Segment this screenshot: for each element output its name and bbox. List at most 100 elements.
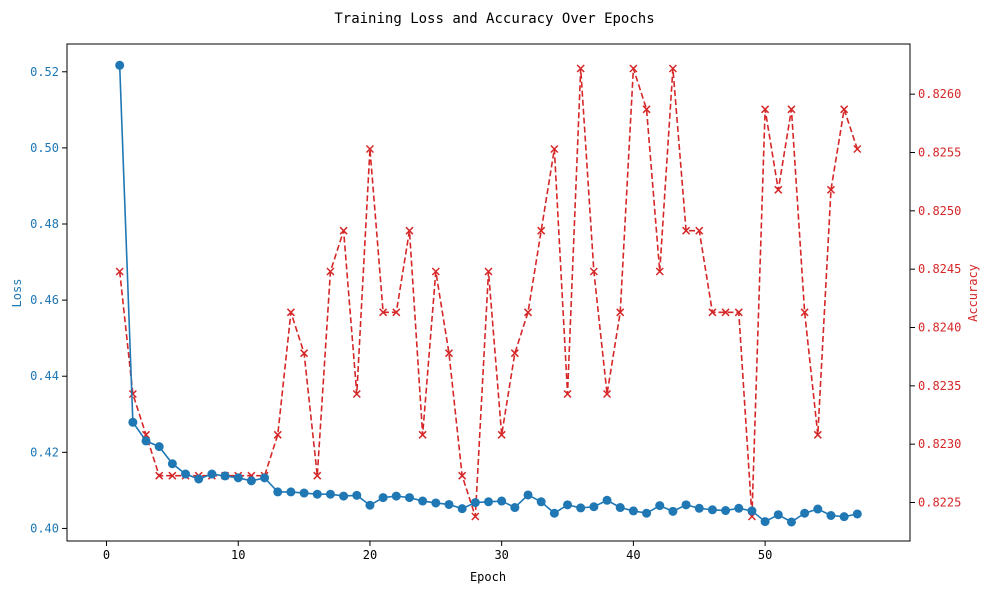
loss-point bbox=[128, 417, 138, 427]
accuracy-point bbox=[761, 105, 770, 114]
left-tick-label: 0.46 bbox=[30, 293, 59, 307]
x-tick-label: 10 bbox=[231, 548, 245, 562]
loss-point bbox=[470, 498, 480, 508]
loss-point bbox=[352, 490, 362, 500]
loss-point bbox=[773, 510, 783, 520]
right-tick-label: 0.8250 bbox=[918, 204, 961, 218]
right-tick-label: 0.8260 bbox=[918, 87, 961, 101]
loss-point bbox=[549, 508, 559, 518]
loss-point bbox=[747, 506, 757, 516]
left-y-axis: 0.40 0.42 0.44 0.46 0.48 0.50 0.52 bbox=[30, 65, 67, 535]
loss-point bbox=[642, 508, 652, 518]
right-y-axis: 0.8225 0.8230 0.8235 0.8240 0.8245 0.8250 0.82… bbox=[910, 87, 961, 510]
loss-point bbox=[536, 497, 546, 507]
loss-point bbox=[207, 469, 217, 479]
loss-point bbox=[826, 511, 836, 521]
loss-series bbox=[115, 60, 862, 527]
right-tick-label: 0.8245 bbox=[918, 262, 961, 276]
accuracy-point bbox=[431, 267, 440, 276]
loss-point bbox=[668, 506, 678, 516]
loss-point bbox=[497, 496, 507, 506]
accuracy-point bbox=[300, 349, 309, 358]
accuracy-point bbox=[313, 471, 322, 480]
right-tick-label: 0.8240 bbox=[918, 321, 961, 335]
accuracy-point bbox=[853, 144, 862, 154]
loss-point bbox=[194, 474, 204, 484]
loss-point bbox=[312, 489, 322, 499]
accuracy-point bbox=[444, 349, 454, 358]
loss-point bbox=[589, 502, 599, 512]
accuracy-point bbox=[721, 308, 730, 317]
accuracy-point bbox=[418, 430, 427, 439]
left-tick-label: 0.42 bbox=[30, 445, 59, 459]
loss-point bbox=[220, 471, 230, 481]
loss-point bbox=[457, 504, 467, 514]
loss-point bbox=[325, 489, 335, 499]
loss-point bbox=[115, 60, 125, 70]
left-tick-label: 0.50 bbox=[30, 141, 59, 155]
x-axis-label: Epoch bbox=[470, 570, 506, 584]
accuracy-point bbox=[128, 389, 137, 399]
accuracy-point bbox=[629, 64, 638, 73]
loss-point bbox=[404, 493, 414, 503]
loss-point bbox=[734, 503, 744, 513]
loss-point bbox=[602, 495, 612, 505]
accuracy-point bbox=[537, 226, 546, 235]
loss-point bbox=[260, 473, 270, 483]
loss-point bbox=[721, 506, 731, 516]
accuracy-point bbox=[458, 471, 467, 480]
loss-point bbox=[444, 499, 454, 509]
loss-point bbox=[181, 469, 191, 479]
accuracy-point bbox=[603, 389, 612, 399]
loss-point bbox=[391, 491, 401, 501]
loss-point bbox=[299, 488, 309, 498]
accuracy-point bbox=[708, 308, 717, 317]
accuracy-point bbox=[365, 144, 374, 154]
accuracy-point bbox=[787, 105, 796, 114]
loss-point bbox=[628, 506, 638, 516]
loss-point bbox=[233, 473, 243, 483]
loss-point bbox=[760, 517, 770, 527]
loss-point bbox=[681, 500, 691, 510]
right-tick-label: 0.8255 bbox=[918, 146, 961, 160]
accuracy-point bbox=[168, 471, 177, 480]
accuracy-point bbox=[840, 105, 849, 114]
accuracy-point bbox=[616, 308, 625, 317]
right-tick-label: 0.8225 bbox=[918, 496, 961, 510]
accuracy-point bbox=[695, 226, 704, 235]
loss-point bbox=[141, 436, 151, 446]
accuracy-point bbox=[326, 267, 335, 276]
accuracy-point bbox=[523, 308, 533, 317]
accuracy-point bbox=[392, 308, 401, 317]
right-tick-label: 0.8235 bbox=[918, 379, 961, 393]
loss-point bbox=[800, 508, 810, 518]
right-y-axis-label: Accuracy bbox=[966, 264, 980, 322]
accuracy-point bbox=[497, 430, 506, 439]
accuracy-point bbox=[813, 430, 822, 439]
loss-point bbox=[286, 487, 296, 497]
accuracy-point bbox=[774, 185, 783, 194]
x-tick-label: 20 bbox=[363, 548, 377, 562]
loss-point bbox=[273, 487, 283, 497]
x-tick-label: 0 bbox=[103, 548, 110, 562]
loss-point bbox=[484, 497, 493, 507]
accuracy-series bbox=[115, 64, 862, 521]
left-tick-label: 0.40 bbox=[30, 521, 59, 535]
loss-point bbox=[694, 503, 704, 513]
accuracy-point bbox=[800, 308, 809, 317]
loss-point bbox=[839, 512, 849, 522]
accuracy-point bbox=[339, 226, 348, 235]
loss-point bbox=[339, 491, 349, 501]
accuracy-point bbox=[589, 267, 598, 276]
chart-title: Training Loss and Accuracy Over Epochs bbox=[334, 11, 654, 27]
accuracy-point bbox=[668, 64, 677, 73]
loss-point bbox=[431, 498, 441, 508]
loss-point bbox=[418, 496, 428, 506]
accuracy-point bbox=[576, 64, 585, 73]
accuracy-point bbox=[352, 389, 361, 399]
accuracy-point bbox=[155, 471, 164, 480]
loss-point bbox=[523, 490, 533, 500]
accuracy-point bbox=[471, 512, 480, 521]
x-tick-label: 50 bbox=[758, 548, 772, 562]
loss-point bbox=[852, 509, 862, 519]
